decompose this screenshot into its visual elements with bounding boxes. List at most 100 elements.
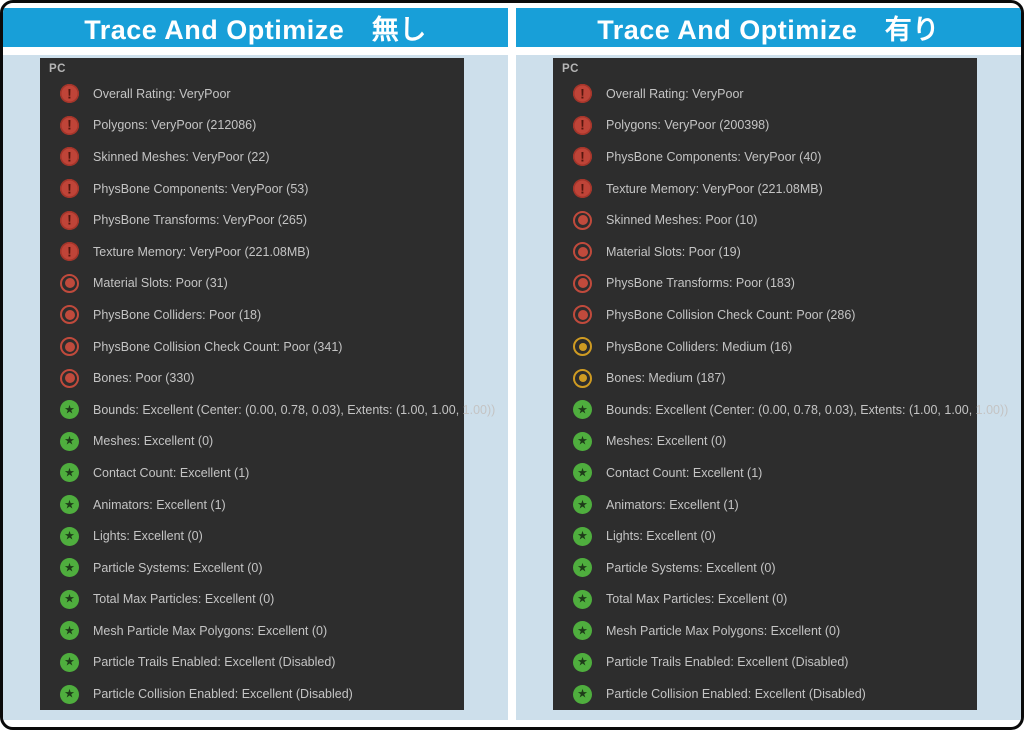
medium-rating-icon bbox=[573, 337, 592, 357]
stat-row: ★ Total Max Particles: Excellent (0) bbox=[49, 584, 456, 616]
rating-glyph: ! bbox=[580, 180, 585, 197]
rating-glyph: ! bbox=[580, 85, 585, 102]
stat-text: Animators: Excellent (1) bbox=[606, 497, 739, 512]
rating-glyph: ★ bbox=[577, 528, 588, 543]
stat-text: Bounds: Excellent (Center: (0.00, 0.78, … bbox=[606, 402, 1009, 417]
stat-text: Total Max Particles: Excellent (0) bbox=[606, 592, 788, 607]
rating-glyph bbox=[64, 373, 75, 384]
stat-row: ★ Particle Trails Enabled: Excellent (Dis… bbox=[562, 647, 969, 679]
rating-glyph bbox=[64, 278, 75, 289]
excellent-rating-icon: ★ bbox=[573, 526, 592, 546]
stat-text: PhysBone Collision Check Count: Poor (28… bbox=[606, 307, 856, 322]
rating-glyph: ★ bbox=[64, 433, 75, 448]
poor-rating-icon bbox=[60, 368, 79, 388]
rating-glyph: ★ bbox=[64, 497, 75, 512]
rating-glyph: ★ bbox=[577, 497, 588, 512]
excellent-rating-icon: ★ bbox=[60, 652, 79, 672]
stat-row: ! Overall Rating: VeryPoor bbox=[49, 78, 456, 110]
rating-glyph: ★ bbox=[577, 623, 588, 638]
column-title: Trace And Optimize 無し bbox=[84, 15, 427, 45]
excellent-rating-icon: ★ bbox=[60, 495, 79, 515]
stat-text: Skinned Meshes: Poor (10) bbox=[606, 213, 758, 228]
rating-glyph: ★ bbox=[577, 654, 588, 669]
stat-row: ★ Particle Collision Enabled: Excellent (… bbox=[49, 678, 456, 710]
stat-text: PhysBone Transforms: VeryPoor (265) bbox=[93, 213, 307, 228]
rating-glyph: ! bbox=[580, 148, 585, 165]
stat-text: PhysBone Transforms: Poor (183) bbox=[606, 276, 795, 291]
stat-text: Lights: Excellent (0) bbox=[93, 529, 203, 544]
rating-glyph bbox=[578, 374, 587, 383]
platform-label: PC bbox=[49, 63, 66, 75]
rating-glyph: ★ bbox=[64, 402, 75, 417]
excellent-rating-icon: ★ bbox=[573, 621, 592, 641]
rating-glyph: ★ bbox=[64, 591, 75, 606]
stat-text: Material Slots: Poor (31) bbox=[93, 276, 228, 291]
stat-row: ! Overall Rating: VeryPoor bbox=[562, 78, 969, 110]
stat-text: Texture Memory: VeryPoor (221.08MB) bbox=[606, 181, 823, 196]
excellent-rating-icon: ★ bbox=[573, 589, 592, 609]
stat-text: Texture Memory: VeryPoor (221.08MB) bbox=[93, 244, 310, 259]
stat-row: ★ Particle Systems: Excellent (0) bbox=[49, 552, 456, 584]
stat-text: Bones: Poor (330) bbox=[93, 371, 195, 386]
stat-text: PhysBone Components: VeryPoor (40) bbox=[606, 149, 822, 164]
excellent-rating-icon: ★ bbox=[60, 463, 79, 483]
poor-rating-icon bbox=[60, 305, 79, 325]
stat-row: PhysBone Transforms: Poor (183) bbox=[562, 268, 969, 300]
stat-row: ★ Lights: Excellent (0) bbox=[49, 520, 456, 552]
column-body-without: PC ! Overall Rating: VeryPoor ! Polygons: V… bbox=[3, 55, 508, 720]
stat-row: ★ Bounds: Excellent (Center: (0.00, 0.78,… bbox=[562, 394, 1008, 426]
stat-row: Material Slots: Poor (31) bbox=[49, 268, 456, 300]
stat-list-with: ! Overall Rating: VeryPoor! Polygons: Very… bbox=[562, 78, 1008, 710]
stat-text: Meshes: Excellent (0) bbox=[606, 434, 727, 449]
excellent-rating-icon: ★ bbox=[573, 684, 592, 704]
verypoor-rating-icon: ! bbox=[60, 147, 79, 167]
stat-text: Mesh Particle Max Polygons: Excellent (0… bbox=[93, 623, 328, 638]
column-body-with: PC ! Overall Rating: VeryPoor! Polygons: V… bbox=[516, 55, 1021, 720]
stat-row: ★ Mesh Particle Max Polygons: Excellent (… bbox=[49, 615, 456, 647]
excellent-rating-icon: ★ bbox=[60, 400, 79, 420]
stat-text: Particle Systems: Excellent (0) bbox=[606, 560, 776, 575]
rating-glyph bbox=[577, 246, 588, 257]
stat-row: ★ Contact Count: Excellent (1) bbox=[562, 457, 969, 489]
rating-glyph: ! bbox=[67, 243, 72, 260]
stat-text: Mesh Particle Max Polygons: Excellent (0… bbox=[606, 623, 841, 638]
verypoor-rating-icon: ! bbox=[60, 179, 79, 199]
stat-list-without: ! Overall Rating: VeryPoor ! Polygons: Very… bbox=[49, 78, 495, 710]
stat-row: PhysBone Collision Check Count: Poor (28… bbox=[562, 299, 969, 331]
verypoor-rating-icon: ! bbox=[60, 84, 79, 104]
rating-glyph: ★ bbox=[64, 528, 75, 543]
stat-row: Skinned Meshes: Poor (10) bbox=[562, 204, 969, 236]
stat-row: ★ Animators: Excellent (1) bbox=[49, 489, 456, 521]
verypoor-rating-icon: ! bbox=[573, 84, 592, 104]
stat-text: Material Slots: Poor (19) bbox=[606, 244, 741, 259]
stat-row: ★ Particle Systems: Excellent (0) bbox=[562, 552, 969, 584]
rating-glyph: ★ bbox=[577, 560, 588, 575]
stat-row: ! Polygons: VeryPoor (212086) bbox=[49, 110, 456, 142]
platform-label: PC bbox=[562, 63, 579, 75]
stat-text: Contact Count: Excellent (1) bbox=[606, 465, 763, 480]
excellent-rating-icon: ★ bbox=[60, 589, 79, 609]
rating-glyph: ! bbox=[580, 116, 585, 133]
rating-glyph: ★ bbox=[577, 686, 588, 701]
poor-rating-icon bbox=[60, 273, 79, 293]
stat-text: Particle Collision Enabled: Excellent (D… bbox=[606, 687, 866, 702]
poor-rating-icon bbox=[573, 305, 592, 325]
column-header-with: Trace And Optimize 有り bbox=[516, 8, 1021, 47]
column-without-optimize: Trace And Optimize 無し PC ! Overall Rating… bbox=[3, 8, 508, 727]
stat-row: ★ Meshes: Excellent (0) bbox=[562, 426, 969, 458]
stat-text: Overall Rating: VeryPoor bbox=[93, 86, 231, 101]
verypoor-rating-icon: ! bbox=[573, 115, 592, 135]
stat-text: Bones: Medium (187) bbox=[606, 371, 726, 386]
rating-glyph bbox=[64, 309, 75, 320]
excellent-rating-icon: ★ bbox=[573, 652, 592, 672]
stat-row: ! PhysBone Components: VeryPoor (53) bbox=[49, 173, 456, 205]
stat-text: Lights: Excellent (0) bbox=[606, 529, 716, 544]
stat-row: ★ Animators: Excellent (1) bbox=[562, 489, 969, 521]
stat-text: Particle Trails Enabled: Excellent (Disa… bbox=[93, 655, 336, 670]
rating-glyph: ★ bbox=[64, 465, 75, 480]
excellent-rating-icon: ★ bbox=[573, 495, 592, 515]
stat-row: ! Skinned Meshes: VeryPoor (22) bbox=[49, 141, 456, 173]
stat-text: Overall Rating: VeryPoor bbox=[606, 86, 744, 101]
stat-text: Particle Collision Enabled: Excellent (D… bbox=[93, 687, 353, 702]
stat-text: Bounds: Excellent (Center: (0.00, 0.78, … bbox=[93, 402, 496, 417]
